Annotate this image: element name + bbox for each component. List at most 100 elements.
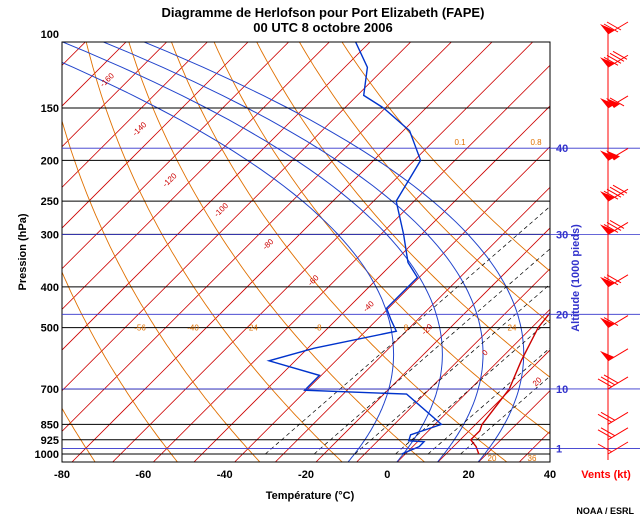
isotherm-line — [591, 32, 640, 472]
temperature-ticks: -80 -60 -40 -20 0 20 40 — [54, 469, 556, 481]
dry-adiabat-label: -40 — [187, 324, 199, 333]
wind-feather — [603, 190, 619, 200]
wind-barb — [600, 21, 629, 35]
isotherm-line — [62, 42, 330, 310]
wind-pennant — [606, 97, 620, 108]
wind-feather — [603, 276, 619, 286]
wind-feather — [603, 23, 619, 33]
temperature-tick-label: -60 — [135, 469, 151, 481]
dry-adiabat — [213, 42, 550, 435]
wind-pennant — [600, 57, 614, 68]
wind-label: Vents (kt) — [581, 469, 631, 481]
wind-barb-shaft — [607, 441, 629, 455]
pressure-tick-label: 100 — [41, 29, 59, 41]
wind-barb — [600, 274, 629, 288]
mixing-ratio-label: 0.8 — [530, 138, 542, 147]
temperature-tick-label: -80 — [54, 469, 70, 481]
moist-adiabat — [62, 42, 443, 462]
dry-adiabat-label: 24 — [508, 324, 517, 333]
dry-adiabat-label: -56 — [134, 324, 146, 333]
temperature-tick-label: 0 — [384, 469, 390, 481]
dry-adiabat — [62, 119, 261, 462]
temperature-tick-label: -20 — [298, 469, 314, 481]
wind-barb — [600, 315, 629, 328]
wind-feather — [600, 411, 616, 421]
wind-barb-shaft — [607, 315, 629, 328]
mixing-ratio-line — [395, 319, 550, 455]
mixing-ratio-line — [265, 205, 550, 455]
wind-pennant — [600, 150, 614, 161]
isotherm-line — [112, 42, 534, 462]
pressure-tick-label: 150 — [41, 103, 59, 115]
altitude-tick-label: 1 — [556, 443, 562, 455]
mixing-ratio-line — [313, 248, 550, 455]
dry-adiabat-label: 8 — [404, 324, 409, 333]
isotherm-line — [152, 64, 550, 462]
wind-feather — [612, 50, 628, 60]
isotherm-label: -20 — [420, 322, 435, 337]
isotherm-label: -140 — [131, 120, 149, 138]
pressure-tick-label: 700 — [41, 384, 59, 396]
isotherm-line — [356, 268, 550, 462]
isotherm-line — [631, 32, 640, 472]
altitude-tick-label: 40 — [556, 143, 568, 155]
background-lines — [0, 32, 640, 472]
wind-barb — [597, 411, 629, 425]
isotherm-line — [550, 32, 640, 472]
wind-pennant — [600, 276, 614, 287]
wind-pennant — [600, 191, 614, 202]
wind-feather — [597, 413, 613, 423]
isotherm-line — [62, 42, 290, 270]
pressure-tick-label: 300 — [41, 229, 59, 241]
isotherm-line — [71, 42, 493, 462]
mixing-ratio-line — [427, 347, 550, 455]
temperature-tick-label: -40 — [217, 469, 233, 481]
pressure-tick-label: 925 — [41, 435, 59, 447]
wind-barb — [597, 427, 629, 441]
isotherm-line — [62, 42, 168, 148]
pressure-tick-label: 850 — [41, 419, 59, 431]
isotherm-line — [274, 186, 550, 462]
moist-adiabat — [62, 61, 395, 462]
wind-feather — [609, 52, 625, 62]
wind-barb — [600, 50, 629, 68]
wind-pennant — [600, 350, 614, 361]
wind-feather — [597, 378, 613, 388]
wind-barb — [600, 95, 629, 109]
credit-label: NOAA / ESRL — [576, 506, 634, 516]
wind-feather — [603, 317, 619, 327]
wind-feather — [606, 21, 622, 31]
wind-pennant — [600, 317, 614, 328]
dry-adiabat — [341, 42, 550, 272]
dry-adiabat — [62, 407, 96, 462]
wind-pennant — [600, 24, 614, 34]
isotherm-line — [62, 42, 412, 392]
wind-barb-shaft — [607, 148, 629, 161]
isotherm-label: -60 — [306, 273, 321, 288]
wind-feather — [609, 97, 625, 107]
dry-adiabat-label: -24 — [246, 324, 258, 333]
isotherm-line — [0, 32, 14, 472]
chart-subtitle: 00 UTC 8 octobre 2006 — [253, 20, 392, 35]
altitude-tick-label: 10 — [556, 384, 568, 396]
dry-adiabat-label: 36 — [528, 454, 537, 463]
wind-feather — [597, 443, 613, 453]
moist-adiabat — [102, 42, 484, 462]
wind-barb — [600, 148, 629, 161]
wind-pennant — [606, 150, 620, 161]
wind-feather — [600, 427, 616, 437]
temperature-tick-label: 40 — [544, 469, 556, 481]
altitude-tick-label: 30 — [556, 229, 568, 241]
isotherm-label: -120 — [161, 171, 179, 189]
wind-feather — [609, 186, 625, 196]
isotherm-line — [396, 308, 550, 462]
isotherm-label: -80 — [261, 237, 276, 252]
dewpoint-profile — [266, 42, 443, 455]
temperature-tick-label: 20 — [463, 469, 475, 481]
wind-barb — [600, 348, 629, 362]
dry-adiabat-label: 20 — [488, 454, 497, 463]
altitude-ticks: 1 10 20 30 40 — [62, 143, 640, 455]
pressure-ticks: 100 150 200 250 300 400 500 700 850 925 1000 — [35, 29, 59, 461]
mixing-ratio-line — [460, 375, 550, 455]
isotherm-line — [62, 42, 249, 229]
